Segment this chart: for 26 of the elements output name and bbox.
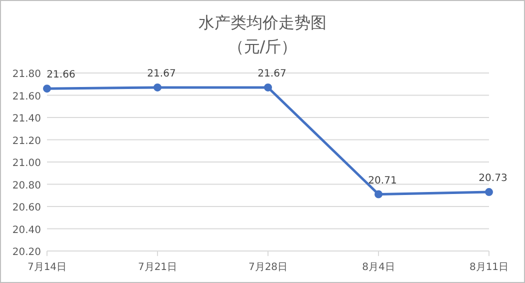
y-tick-label: 20.80 <box>12 180 41 192</box>
data-label: 20.73 <box>478 173 508 184</box>
data-label: 20.71 <box>368 175 397 186</box>
y-tick-label: 21.40 <box>12 114 41 124</box>
y-tick-label: 20.20 <box>12 247 41 258</box>
y-tick-label: 20.60 <box>12 202 41 214</box>
y-tick-label: 21.20 <box>12 136 41 147</box>
y-tick-label: 21.80 <box>12 69 41 80</box>
x-tick-label: 7月14日 <box>27 262 67 273</box>
x-tick-label: 8月4日 <box>362 262 395 273</box>
point <box>374 190 382 198</box>
y-tick-label: 21.00 <box>12 158 41 169</box>
point <box>485 188 493 196</box>
y-tick-label: 21.60 <box>12 91 41 102</box>
data-label: 21.67 <box>258 68 286 80</box>
point <box>264 83 272 92</box>
x-tick-label: 7月28日 <box>248 262 288 273</box>
chart-subtitle: （元/斤） <box>228 37 298 56</box>
y-tick-label: 20.40 <box>12 224 41 236</box>
point <box>154 83 162 92</box>
data-label: 21.66 <box>46 70 76 81</box>
chart-title: 水产类均价走势图 <box>198 13 326 32</box>
x-tick-label: 7月21日 <box>138 262 178 273</box>
x-tick-label: 8月11日 <box>469 262 509 273</box>
point <box>43 84 51 93</box>
data-label: 21.67 <box>147 68 176 80</box>
